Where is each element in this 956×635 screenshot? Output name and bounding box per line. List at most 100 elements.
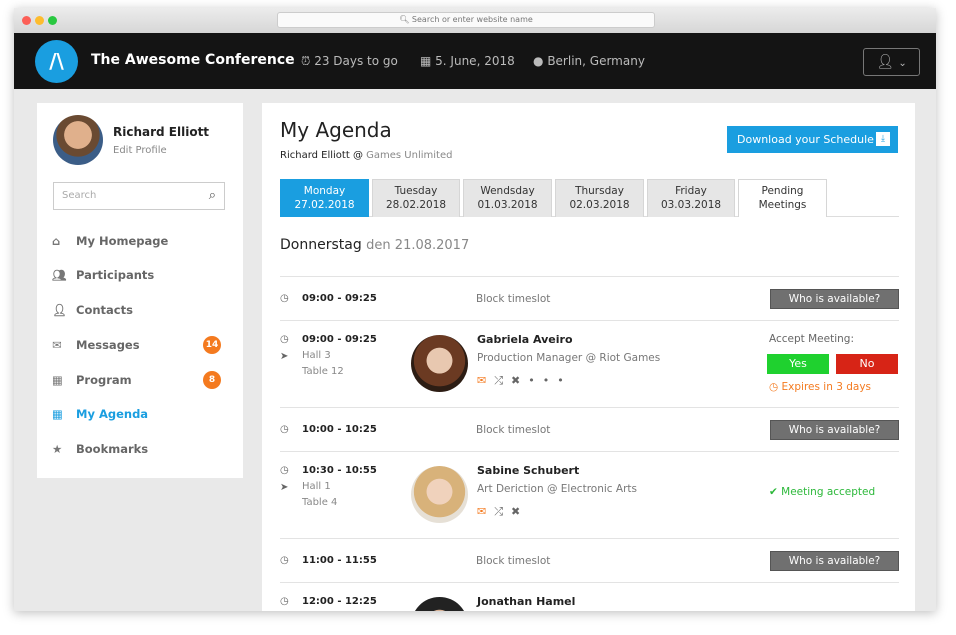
- who-is-available-button[interactable]: Who is available?: [770, 289, 899, 309]
- maximize-window-button[interactable]: [48, 16, 57, 25]
- meeting-actions: ✉⤮✖•••: [477, 374, 572, 388]
- event-location-text: Berlin, Germany: [547, 54, 645, 68]
- download-schedule-button[interactable]: Download your Schedule ⤓: [727, 126, 898, 153]
- block-timeslot-link[interactable]: Block timeslot: [476, 424, 551, 436]
- expires-text: Expires in 3 days: [781, 381, 872, 393]
- participant-avatar[interactable]: [411, 466, 468, 523]
- edit-profile-link[interactable]: Edit Profile: [113, 145, 167, 156]
- slot-location: Hall 3 Table 12: [302, 348, 344, 380]
- participant-name[interactable]: Jonathan Hamel: [477, 595, 576, 608]
- tab-day: Wendsday: [480, 185, 535, 197]
- minimize-window-button[interactable]: [35, 16, 44, 25]
- search-icon[interactable]: ⌕: [208, 188, 216, 203]
- user-icon: 👤︎: [52, 303, 67, 317]
- accept-yes-button[interactable]: Yes: [767, 354, 829, 374]
- accepted-text: Meeting accepted: [781, 486, 876, 498]
- sidebar-item-participants[interactable]: 👥︎ Participants: [52, 265, 227, 285]
- participant-name[interactable]: Gabriela Aveiro: [477, 333, 573, 346]
- participant-avatar[interactable]: [411, 597, 468, 611]
- sidebar-item-my-homepage[interactable]: ⌂ My Homepage: [52, 231, 227, 251]
- address-bar[interactable]: 🔍︎ Search or enter website name: [277, 12, 655, 28]
- sidebar-item-program[interactable]: ▦ Program 8: [52, 370, 227, 390]
- cancel-icon[interactable]: ✖: [511, 505, 529, 518]
- hall: Hall 1: [302, 481, 331, 492]
- participant-name[interactable]: Sabine Schubert: [477, 464, 580, 477]
- who-is-available-button[interactable]: Who is available?: [770, 551, 899, 571]
- home-icon: ⌂: [52, 234, 61, 248]
- app-header: /\ The Awesome Conference ⏰︎ 23 Days to …: [14, 33, 936, 89]
- search-placeholder: Search: [62, 190, 97, 201]
- clock-icon: ◷: [280, 424, 289, 435]
- slot-time: 12:00 - 12:25: [302, 596, 377, 607]
- reschedule-icon[interactable]: ⤮: [494, 374, 512, 387]
- more-icon[interactable]: •••: [528, 374, 572, 387]
- hall: Hall 3: [302, 350, 331, 361]
- message-icon[interactable]: ✉: [477, 374, 495, 387]
- tab-day: Tuesday: [394, 185, 438, 197]
- block-timeslot-link[interactable]: Block timeslot: [476, 293, 551, 305]
- program-badge: 8: [203, 371, 221, 389]
- clock-icon: ◷: [280, 596, 289, 607]
- slot-time: 10:00 - 10:25: [302, 424, 377, 435]
- nav-label: My Agenda: [76, 407, 149, 421]
- tab-day: Pending: [761, 185, 804, 197]
- nav-label: Program: [76, 373, 132, 387]
- sidebar-item-bookmarks[interactable]: ★ Bookmarks: [52, 439, 227, 459]
- nav-label: My Homepage: [76, 234, 169, 248]
- tab-thursday[interactable]: Thursday 02.03.2018: [555, 179, 644, 217]
- who-is-available-button[interactable]: Who is available?: [770, 420, 899, 440]
- tab-date: 02.03.2018: [569, 199, 630, 211]
- calendar-icon: ▦: [420, 54, 432, 68]
- cancel-icon[interactable]: ✖: [511, 374, 529, 387]
- sidebar: Richard Elliott Edit Profile Search ⌕ ⌂ My…: [37, 103, 243, 478]
- check-icon: ✔: [769, 486, 778, 498]
- participant-avatar[interactable]: [411, 335, 468, 392]
- agenda-row: ◷ 11:00 - 11:55 Block timeslot Who is av…: [280, 538, 899, 582]
- conference-title: The Awesome Conference: [91, 52, 295, 68]
- sidebar-item-contacts[interactable]: 👤︎ Contacts: [52, 300, 227, 320]
- tab-date: 03.03.2018: [660, 199, 722, 211]
- envelope-icon: ✉: [52, 338, 62, 352]
- participant-role: Production Manager @ Riot Games: [477, 352, 661, 364]
- event-date-text: 5. June, 2018: [435, 54, 515, 68]
- sidebar-item-messages[interactable]: ✉ Messages 14: [52, 335, 227, 355]
- nav-label: Bookmarks: [76, 442, 149, 456]
- nav-label: Contacts: [76, 303, 133, 317]
- tab-monday[interactable]: Monday 27.02.2018: [280, 179, 369, 217]
- sidebar-item-my-agenda[interactable]: ▦ My Agenda: [52, 404, 227, 424]
- accept-no-button[interactable]: No: [836, 354, 898, 374]
- tab-date: 28.02.2018: [385, 199, 447, 211]
- tab-day: Thursday: [575, 185, 624, 197]
- slot-time: 09:00 - 09:25: [302, 293, 377, 304]
- table: Table 4: [302, 497, 338, 508]
- close-window-button[interactable]: [22, 16, 31, 25]
- company-link[interactable]: Games Unlimited: [366, 150, 453, 161]
- sidebar-search-input[interactable]: Search ⌕: [53, 182, 225, 210]
- tab-friday[interactable]: Friday 03.03.2018: [647, 179, 735, 217]
- nav-label: Messages: [76, 338, 140, 352]
- tab-date: 27.02.2018: [294, 199, 355, 211]
- browser-titlebar: 🔍︎ Search or enter website name: [14, 8, 936, 33]
- reschedule-icon[interactable]: ⤮: [494, 505, 512, 518]
- message-icon[interactable]: ✉: [477, 505, 495, 518]
- user-avatar[interactable]: [53, 115, 103, 165]
- countdown-text: 23 Days to go: [314, 54, 398, 68]
- tab-tuesday[interactable]: Tuesday 28.02.2018: [372, 179, 460, 217]
- address-placeholder: Search or enter website name: [411, 15, 533, 24]
- user-company: Richard Elliott @ Games Unlimited: [280, 150, 452, 161]
- location-arrow-icon: ➤: [280, 351, 289, 362]
- tab-wednesday[interactable]: Wendsday 01.03.2018: [463, 179, 552, 217]
- user-menu-button[interactable]: 👤︎ ⌄: [863, 48, 920, 76]
- expires-notice: ◷ Expires in 3 days: [769, 381, 871, 393]
- messages-badge: 14: [203, 336, 221, 354]
- agenda-row: ◷ 09:00 - 09:25 ➤ Hall 3 Table 12 Gabriel…: [280, 320, 899, 407]
- block-timeslot-link[interactable]: Block timeslot: [476, 555, 551, 567]
- tab-pending-meetings[interactable]: Pending Meetings: [738, 179, 827, 217]
- conference-logo[interactable]: /\: [35, 40, 78, 83]
- agenda-row: ◷ 10:30 - 10:55 ➤ Hall 1 Table 4 Sabine S…: [280, 451, 899, 538]
- agenda-user: Richard Elliott @: [280, 150, 363, 161]
- tab-date: Meetings: [758, 199, 807, 211]
- slot-time: 10:30 - 10:55: [302, 465, 377, 476]
- clock-icon: ◷: [280, 555, 289, 566]
- clock-icon: ◷: [280, 334, 289, 345]
